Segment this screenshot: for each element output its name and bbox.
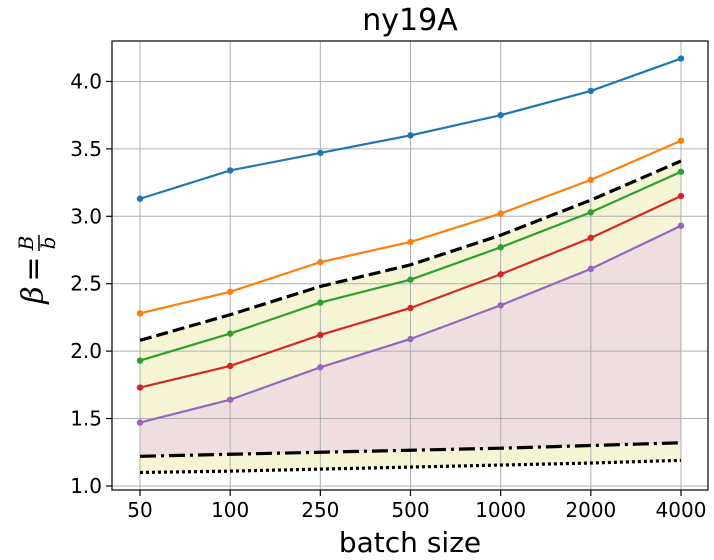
point-green-500 [407,276,414,283]
point-orange-2000 [587,176,595,184]
point-blue-500 [407,132,414,139]
point-red-4000 [677,192,685,200]
point-green-2000 [587,209,595,216]
y-tick-label: 2.5 [70,272,102,296]
y-tick-label: 4.0 [70,69,102,93]
point-purple-50 [136,419,144,426]
x-tick-label: 1000 [475,498,526,522]
series-line-black-dashed [139,159,682,342]
y-label-equals: = [16,256,51,281]
point-orange-100 [226,288,234,295]
point-green-100 [226,330,234,337]
point-orange-250 [317,258,324,266]
point-green-4000 [677,168,685,175]
point-red-500 [407,304,414,312]
y-tick-label: 1.0 [70,474,102,498]
point-red-250 [317,331,324,339]
point-blue-2000 [587,87,595,95]
point-red-50 [136,384,144,391]
series-line-black-dashdot [139,441,682,458]
point-blue-100 [226,167,234,174]
point-purple-250 [317,364,324,371]
point-green-1000 [497,244,504,251]
point-green-50 [136,357,144,364]
y-ticks: 1.0 1.5 2.0 2.5 3.0 3.5 4.0 [70,69,112,498]
x-tick-label: 4000 [656,498,707,522]
point-blue-1000 [497,111,504,119]
point-orange-500 [407,238,414,246]
y-label-numerator: B [14,236,38,252]
y-tick-label: 1.5 [70,407,102,431]
x-tick-label: 100 [211,498,249,522]
point-green-250 [317,299,324,306]
point-red-100 [226,362,234,370]
x-tick-label: 2000 [565,498,616,522]
series-line-black-dotted [139,458,682,475]
grid-lines [112,41,708,490]
point-red-1000 [497,271,504,278]
y-axis-label: β = B b [14,235,60,305]
series-group [136,55,685,475]
point-orange-1000 [497,210,504,217]
point-orange-50 [136,310,144,317]
y-label-beta: β [16,286,51,304]
y-label-denominator: b [36,237,60,250]
point-blue-250 [317,149,324,157]
point-orange-4000 [677,137,685,144]
y-tick-label: 2.0 [70,339,102,363]
chart-title: ny19A [362,3,458,38]
x-ticks: 50 100 250 500 1000 2000 4000 [127,490,706,522]
y-tick-label: 3.0 [70,204,102,228]
x-axis-label: batch size [339,526,481,559]
point-blue-50 [136,195,144,202]
point-blue-4000 [677,55,685,62]
x-tick-label: 250 [301,498,339,522]
y-tick-label: 3.5 [70,137,102,161]
point-red-2000 [587,234,595,242]
point-purple-100 [226,396,234,403]
x-tick-label: 50 [127,498,152,522]
point-purple-2000 [587,265,595,273]
point-purple-4000 [677,222,685,229]
x-tick-label: 500 [391,498,429,522]
point-purple-500 [407,335,414,343]
point-purple-1000 [497,302,504,309]
